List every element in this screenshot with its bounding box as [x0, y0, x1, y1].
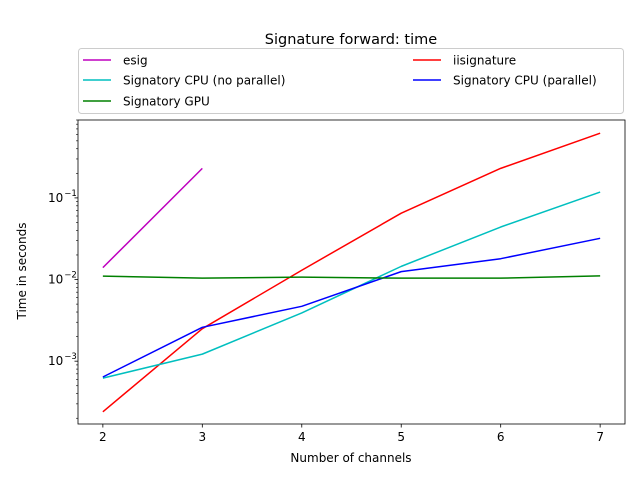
legend-label: Signatory CPU (parallel) [453, 74, 597, 88]
legend-label: Signatory GPU [123, 95, 210, 109]
y-tick-label: 10−2 [48, 271, 77, 287]
y-tick-label: 10−1 [48, 189, 77, 205]
legend-label: Signatory CPU (no parallel) [123, 74, 285, 88]
series-line-4 [102, 275, 601, 279]
x-tick-label: 3 [198, 430, 206, 444]
plot-area [102, 132, 601, 413]
x-tick-label: 7 [596, 430, 604, 444]
series-line-3 [102, 237, 601, 378]
series-line-1 [102, 132, 601, 413]
legend-box [78, 48, 624, 114]
x-tick-label: 4 [298, 430, 306, 444]
axes: 2 3 4 5 6 7 10−3 10−2 10−1 [48, 119, 626, 444]
chart-title: Signature forward: time [265, 32, 437, 48]
y-tick-label: 10−3 [48, 352, 77, 368]
series-line-0 [102, 167, 203, 269]
axes-frame [77, 119, 626, 425]
x-tick-label: 5 [397, 430, 405, 444]
legend-label: iisignature [453, 54, 516, 68]
legend-label: esig [123, 54, 148, 68]
x-tick-label: 2 [99, 430, 107, 444]
x-tick-label: 6 [497, 430, 505, 444]
x-axis-label: Number of channels [290, 451, 411, 465]
y-axis-label: Time in seconds [15, 223, 29, 321]
legend: esig Signatory CPU (no parallel) Signatory… [78, 48, 624, 114]
